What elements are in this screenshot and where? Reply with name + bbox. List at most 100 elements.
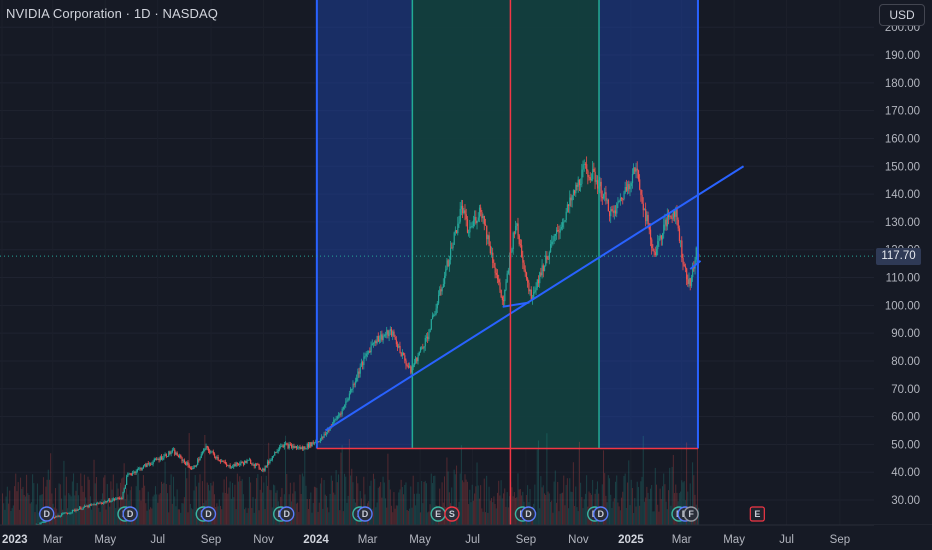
volume-bar (186, 478, 188, 525)
candle-body (522, 256, 524, 263)
candle-body (185, 462, 187, 465)
candle-body (244, 460, 246, 465)
volume-bar (199, 474, 201, 525)
candle-body (251, 463, 253, 465)
candle-body (44, 521, 46, 523)
candle-body (500, 289, 502, 298)
volume-bar (660, 499, 662, 525)
volume-bar (383, 482, 385, 525)
volume-bar (224, 492, 226, 525)
volume-bar (120, 482, 122, 525)
volume-bar (158, 494, 160, 525)
volume-bar (89, 496, 91, 525)
y-tick-label: 130.00 (885, 217, 920, 229)
candle-body (288, 444, 290, 449)
candle-body (71, 509, 74, 513)
volume-bar (560, 493, 562, 525)
candle-body (213, 453, 216, 457)
volume-bar (612, 501, 614, 525)
volume-bar (495, 508, 497, 525)
candle-body (486, 225, 488, 240)
volume-bar (344, 473, 346, 525)
volume-bar (578, 441, 580, 525)
volume-bar (340, 452, 342, 525)
candle-body (80, 507, 82, 510)
candle-body (180, 455, 182, 458)
candle-body (346, 400, 348, 402)
candle-body (338, 415, 340, 417)
candle-body (219, 460, 222, 462)
volume-bar (258, 510, 260, 525)
candle-body (241, 461, 243, 463)
candle-body (221, 461, 223, 462)
volume-bar (170, 474, 172, 525)
candle-body (130, 474, 133, 475)
candle-body (605, 192, 607, 201)
candle-body (341, 408, 343, 415)
candle-body (191, 468, 193, 470)
volume-bar (235, 509, 237, 525)
candle-body (488, 235, 490, 246)
volume-bar (20, 477, 22, 525)
candle-body (136, 469, 139, 472)
candle-body (516, 223, 518, 226)
trendline (324, 165, 745, 432)
volume-bar (689, 483, 691, 525)
volume-bar (418, 493, 420, 525)
candle-body (615, 210, 617, 214)
volume-bar (11, 508, 13, 525)
event-letter: E (754, 509, 760, 519)
candle-body (559, 228, 561, 233)
volume-bar (428, 511, 430, 525)
volume-bar (315, 487, 317, 525)
event-letter: S (449, 509, 455, 519)
candle-body (103, 502, 105, 504)
x-tick-label: May (409, 534, 431, 546)
candle-body (456, 230, 458, 234)
candle-body (558, 231, 560, 233)
candle-body (347, 398, 349, 401)
volume-bar (136, 466, 138, 525)
candle-body (687, 279, 689, 284)
volume-bar (58, 483, 60, 525)
candle-body (421, 347, 423, 349)
candle-body (99, 502, 101, 504)
volume-bar (16, 491, 18, 525)
candle-body (678, 228, 681, 241)
candle-body (569, 197, 571, 206)
volume-bar (47, 469, 49, 525)
volume-bar (142, 475, 144, 525)
volume-bar (34, 512, 36, 525)
volume-bar (347, 495, 349, 525)
candle-body (376, 335, 378, 344)
volume-bar (256, 478, 258, 525)
volume-bar (675, 484, 677, 525)
volume-bar (50, 453, 52, 525)
volume-bar (115, 508, 117, 525)
volume-bar (32, 474, 34, 525)
event-badge (279, 506, 295, 522)
candle-body (454, 230, 457, 233)
currency-button[interactable]: USD (879, 4, 925, 26)
candle-body (154, 458, 157, 460)
candle-body (475, 216, 477, 224)
volume-bar (294, 491, 296, 525)
volume-bar (299, 474, 301, 525)
candle-body (391, 329, 393, 336)
candle-body (141, 468, 143, 470)
candle-body (554, 233, 557, 236)
candle-body (492, 252, 494, 263)
volume-bar (92, 502, 94, 525)
candle-body (613, 210, 616, 213)
candle-body (87, 505, 89, 508)
candle-body (446, 260, 448, 270)
candle-body (578, 179, 581, 186)
volume-bar (286, 474, 288, 525)
candle-body (276, 451, 278, 453)
volume-bar (386, 507, 388, 525)
volume-bar (376, 502, 378, 525)
candle-body (109, 499, 111, 502)
candle-body (339, 413, 341, 416)
volume-bar (472, 500, 474, 525)
